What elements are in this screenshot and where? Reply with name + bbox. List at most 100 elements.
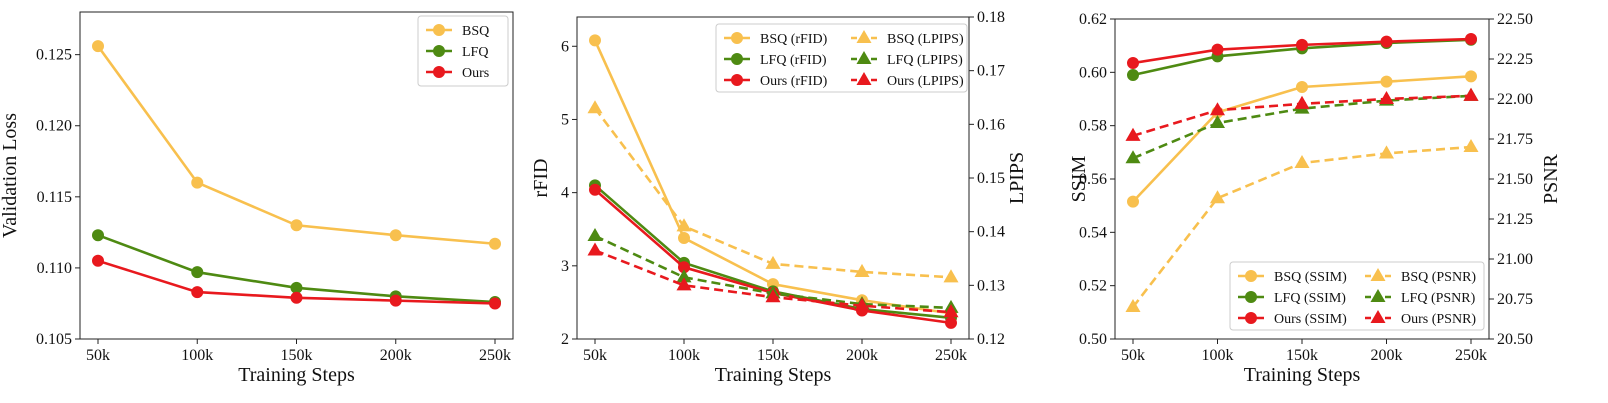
data-point bbox=[1211, 43, 1224, 56]
y-right-tick-label: 22.00 bbox=[1497, 91, 1533, 108]
data-point bbox=[1465, 33, 1477, 45]
data-point bbox=[1127, 195, 1139, 208]
data-point bbox=[389, 229, 402, 242]
data-point bbox=[1380, 75, 1393, 88]
data-point bbox=[1380, 35, 1393, 48]
legend-label: Ours (LPIPS) bbox=[887, 74, 964, 89]
x-tick-label: 100k bbox=[1202, 347, 1234, 364]
y-right-tick-label: 21.75 bbox=[1497, 131, 1533, 148]
data-point bbox=[489, 237, 501, 250]
y-tick-label: 4 bbox=[561, 185, 569, 202]
data-point bbox=[1209, 114, 1226, 129]
y-tick-label: 0.62 bbox=[1079, 11, 1107, 28]
data-point bbox=[1294, 154, 1310, 169]
y-right-tick-label: 22.50 bbox=[1497, 11, 1533, 28]
data-point bbox=[1125, 150, 1141, 164]
legend-label: Ours (rFID) bbox=[760, 74, 828, 89]
data-point bbox=[854, 297, 870, 311]
legend-label: BSQ bbox=[462, 24, 489, 39]
data-point bbox=[1125, 298, 1141, 313]
y-right-tick-label: 21.25 bbox=[1497, 211, 1533, 228]
legend-swatch-marker bbox=[1245, 312, 1257, 324]
legend-label: LFQ (LPIPS) bbox=[887, 53, 963, 68]
series-Ours (LPIPS) bbox=[587, 242, 959, 318]
data-point bbox=[1209, 190, 1226, 204]
legend-label: BSQ (rFID) bbox=[760, 32, 828, 47]
y-axis-label: Validation Loss bbox=[0, 113, 21, 238]
data-point bbox=[765, 255, 781, 269]
x-axis-label: Training Steps bbox=[1244, 364, 1361, 386]
data-point bbox=[765, 289, 781, 303]
data-point bbox=[589, 183, 601, 196]
legend-label: LFQ (rFID) bbox=[760, 53, 827, 68]
data-point bbox=[489, 297, 501, 310]
y-right-tick-label: 0.17 bbox=[977, 63, 1005, 80]
y-right-tick-label: 0.12 bbox=[977, 331, 1005, 348]
legend-label: Ours (PSNR) bbox=[1401, 312, 1476, 327]
y-tick-label: 0.52 bbox=[1079, 278, 1107, 295]
data-point bbox=[92, 40, 104, 53]
legend-swatch-marker bbox=[731, 74, 743, 86]
data-point bbox=[1378, 145, 1395, 159]
legend-box bbox=[715, 23, 968, 93]
data-point bbox=[945, 316, 957, 329]
data-point bbox=[1209, 102, 1226, 116]
y-right-tick-label: 20.50 bbox=[1497, 331, 1533, 348]
legend-swatch-marker bbox=[1245, 291, 1257, 303]
series-Ours (SSIM) bbox=[1127, 33, 1477, 69]
x-tick-label: 250k bbox=[479, 347, 511, 364]
data-point bbox=[191, 176, 204, 189]
legend-label: LFQ (PSNR) bbox=[1401, 291, 1476, 306]
legend: BSQ (SSIM) LFQ (SSIM) Ours (SSIM) BSQ (PSNR… bbox=[1229, 261, 1485, 331]
data-point bbox=[1294, 95, 1310, 109]
y-axis-label: SSIM bbox=[1068, 155, 1090, 202]
y-right-tick-label: 21.00 bbox=[1497, 251, 1533, 268]
x-axis-label: Training Steps bbox=[238, 364, 355, 386]
legend-swatch-marker bbox=[856, 50, 872, 65]
series-line bbox=[1132, 94, 1472, 160]
data-point bbox=[678, 232, 690, 245]
data-point bbox=[587, 227, 603, 242]
data-point bbox=[676, 277, 692, 291]
legend-swatch-marker bbox=[1245, 270, 1257, 282]
y-tick-label: 6 bbox=[561, 38, 569, 55]
x-tick-label: 50k bbox=[1121, 347, 1145, 364]
data-point bbox=[1127, 57, 1139, 69]
series-line bbox=[1132, 75, 1472, 203]
x-tick-label: 200k bbox=[1371, 347, 1403, 364]
y-tick-label: 0.115 bbox=[37, 189, 72, 206]
x-tick-label: 100k bbox=[181, 347, 213, 364]
y-right-tick-label: 21.50 bbox=[1497, 171, 1533, 188]
data-point bbox=[290, 219, 303, 232]
y-right-axis-label: LPIPS bbox=[1006, 152, 1028, 204]
data-point bbox=[1463, 87, 1479, 101]
data-point bbox=[389, 294, 402, 307]
y-tick-label: 0.105 bbox=[36, 331, 72, 348]
y-tick-label: 3 bbox=[561, 258, 569, 275]
legend-swatch-marker bbox=[433, 24, 445, 36]
x-tick-label: 50k bbox=[583, 347, 607, 364]
legend-swatch-marker bbox=[856, 29, 872, 44]
data-point bbox=[943, 304, 959, 318]
y-right-tick-label: 0.16 bbox=[977, 116, 1005, 133]
data-point bbox=[191, 286, 204, 299]
x-tick-label: 200k bbox=[380, 347, 412, 364]
legend-swatch-marker bbox=[1370, 288, 1386, 303]
legend-swatch-marker bbox=[433, 45, 445, 57]
x-tick-label: 100k bbox=[668, 347, 700, 364]
y-tick-label: 2 bbox=[561, 331, 569, 348]
x-axis-label: Training Steps bbox=[715, 364, 832, 386]
data-point bbox=[1378, 90, 1395, 105]
x-tick-label: 250k bbox=[1455, 347, 1487, 364]
legend-swatch-marker bbox=[731, 32, 743, 44]
series-BSQ (LPIPS) bbox=[587, 100, 959, 283]
chart-panel-3: 50k 100k 150k 200k 250k 0.50 0.52 0.54 0.56 0.58 0… bbox=[1068, 11, 1562, 386]
y-tick-label: 0.56 bbox=[1079, 171, 1107, 188]
y-right-tick-label: 22.25 bbox=[1497, 51, 1533, 68]
data-point bbox=[587, 242, 603, 256]
legend-label: Ours bbox=[462, 66, 489, 81]
y-tick-label: 0.58 bbox=[1079, 118, 1107, 135]
legend-swatch-marker bbox=[731, 53, 743, 65]
chart-panel-2: 50k 100k 150k 200k 250k 2 3 4 5 6 0.12 0.13 0.14 0.15… bbox=[530, 9, 1028, 386]
